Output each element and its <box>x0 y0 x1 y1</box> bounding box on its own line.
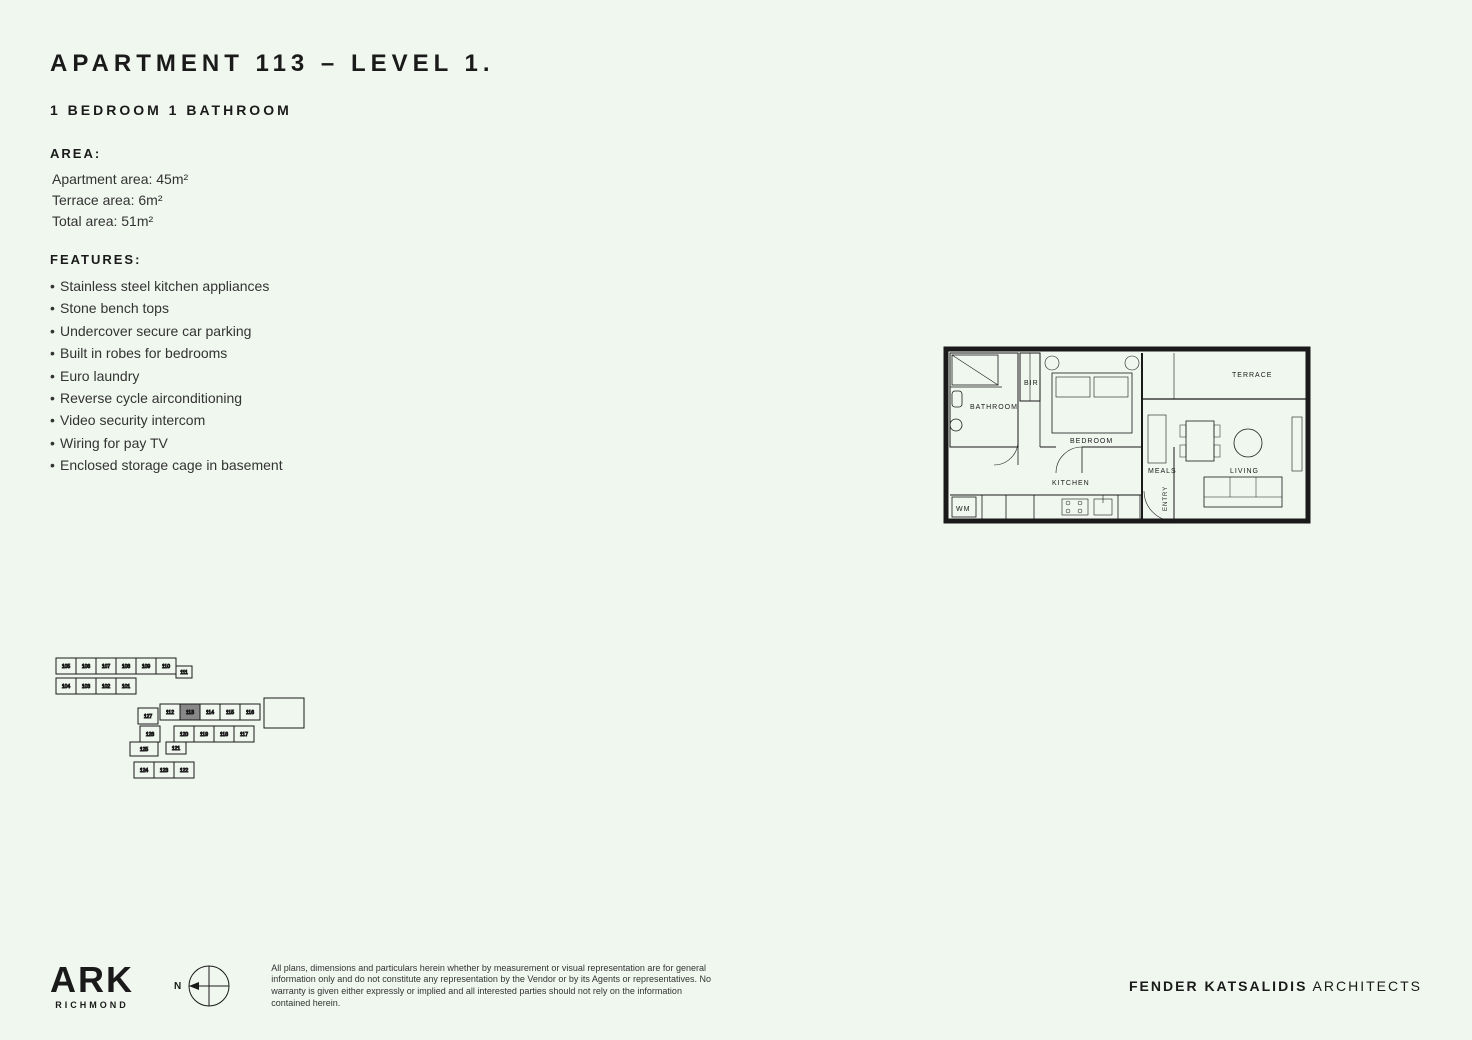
area-header: AREA: <box>50 146 1422 161</box>
svg-text:113: 113 <box>186 710 194 716</box>
architect-credit: FENDER KATSALIDIS ARCHITECTS <box>1129 978 1422 994</box>
fp-meals-label: MEALS <box>1148 468 1177 475</box>
feature-item: Stainless steel kitchen appliances <box>50 275 1422 297</box>
fp-bathroom-label: BATHROOM <box>970 404 1018 411</box>
fp-bir-label: BIR <box>1024 380 1039 387</box>
fp-bedroom-label: BEDROOM <box>1070 438 1113 445</box>
svg-text:106: 106 <box>82 664 91 670</box>
logo: ARK RICHMOND <box>50 962 134 1010</box>
logo-sub: RICHMOND <box>55 1000 129 1010</box>
svg-text:123: 123 <box>160 768 169 774</box>
fp-entry-label: ENTRY <box>1163 486 1169 511</box>
svg-text:107: 107 <box>102 664 111 670</box>
logo-main: ARK <box>50 962 134 998</box>
area-terrace: Terrace area: 6m² <box>52 190 1422 211</box>
svg-text:110: 110 <box>162 664 170 670</box>
svg-text:112: 112 <box>166 710 174 716</box>
svg-text:125: 125 <box>140 747 149 753</box>
svg-text:124: 124 <box>140 768 149 774</box>
svg-text:120: 120 <box>180 732 189 738</box>
svg-text:103: 103 <box>82 684 91 690</box>
compass-icon <box>187 964 231 1008</box>
compass: N <box>174 964 231 1008</box>
disclaimer-text: All plans, dimensions and particulars he… <box>271 963 711 1010</box>
keyplan-diagram: 105 106 107 108 109 110 111 104 103 102 101 127 112 1… <box>48 650 308 790</box>
floorplan-diagram: BATHROOM BIR BEDROOM KITCHEN WM MEALS LI… <box>942 345 1312 525</box>
svg-text:105: 105 <box>62 664 71 670</box>
svg-text:108: 108 <box>122 664 131 670</box>
area-block: AREA: Apartment area: 45m² Terrace area:… <box>50 146 1422 232</box>
fp-living-label: LIVING <box>1230 468 1259 475</box>
svg-text:104: 104 <box>62 684 71 690</box>
svg-text:102: 102 <box>102 684 111 690</box>
fp-wm-label: WM <box>956 506 970 513</box>
svg-text:118: 118 <box>220 732 228 738</box>
area-apartment: Apartment area: 45m² <box>52 169 1422 190</box>
svg-text:116: 116 <box>246 710 254 716</box>
feature-item: Undercover secure car parking <box>50 320 1422 342</box>
svg-text:114: 114 <box>206 710 214 716</box>
svg-text:122: 122 <box>180 768 189 774</box>
area-total: Total area: 51m² <box>52 211 1422 232</box>
svg-text:119: 119 <box>200 732 208 738</box>
footer: ARK RICHMOND N All plans, dimensions and… <box>50 962 1422 1010</box>
fp-kitchen-label: KITCHEN <box>1052 480 1090 487</box>
features-header: FEATURES: <box>50 252 1422 267</box>
compass-n-label: N <box>174 981 181 992</box>
svg-text:115: 115 <box>226 710 234 716</box>
feature-item: Stone bench tops <box>50 297 1422 319</box>
page-title: APARTMENT 113 – LEVEL 1. <box>50 50 1422 78</box>
svg-text:101: 101 <box>122 684 131 690</box>
svg-text:128: 128 <box>146 732 155 738</box>
svg-text:117: 117 <box>240 732 248 738</box>
svg-text:127: 127 <box>144 714 153 720</box>
fp-terrace-label: TERRACE <box>1232 372 1272 379</box>
svg-text:109: 109 <box>142 664 151 670</box>
svg-text:111: 111 <box>180 670 188 676</box>
page-subtitle: 1 BEDROOM 1 BATHROOM <box>50 102 1422 118</box>
svg-text:121: 121 <box>172 746 181 752</box>
